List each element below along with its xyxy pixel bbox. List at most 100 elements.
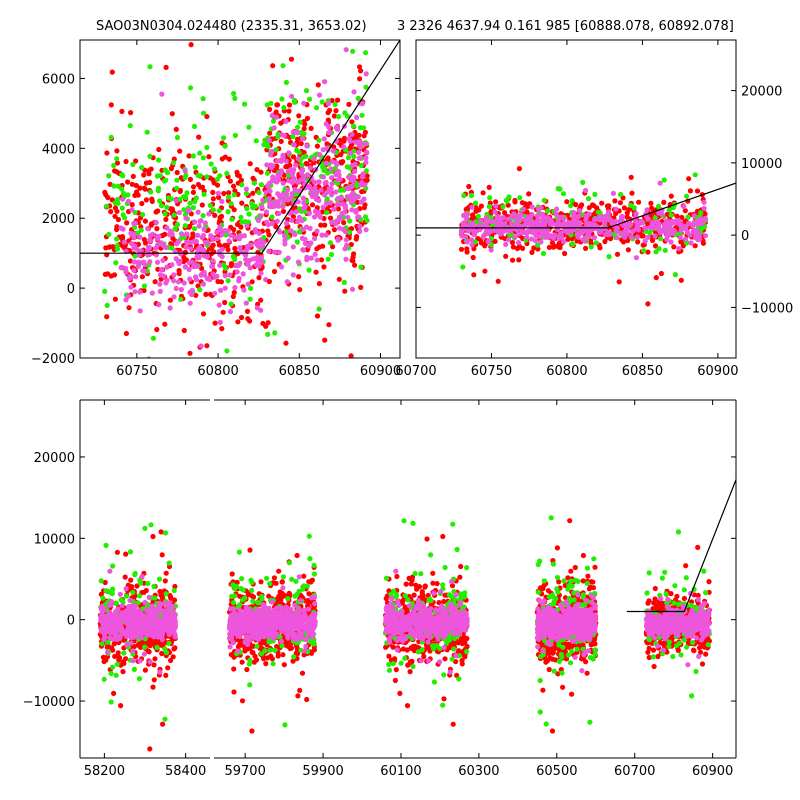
data-point-green bbox=[240, 587, 246, 593]
data-point-magenta bbox=[461, 220, 467, 226]
data-point-magenta bbox=[219, 198, 225, 204]
data-point-red bbox=[314, 143, 320, 149]
data-point-magenta bbox=[245, 261, 251, 267]
data-point-magenta bbox=[147, 259, 153, 265]
data-point-green bbox=[114, 156, 120, 162]
data-point-magenta bbox=[634, 234, 641, 240]
data-point-green bbox=[190, 205, 196, 211]
data-point-green bbox=[290, 134, 296, 140]
data-point-magenta bbox=[269, 599, 275, 605]
data-point-green bbox=[311, 562, 317, 569]
data-point-red bbox=[141, 287, 147, 294]
data-point-magenta bbox=[155, 620, 161, 626]
data-point-green bbox=[222, 143, 228, 149]
data-point-red bbox=[150, 684, 156, 690]
data-point-green bbox=[221, 262, 227, 268]
data-point-green bbox=[108, 670, 114, 677]
data-point-red bbox=[340, 159, 346, 165]
data-point-red bbox=[149, 198, 155, 204]
data-point-magenta bbox=[587, 228, 593, 234]
data-point-magenta bbox=[309, 193, 316, 199]
data-point-magenta bbox=[130, 658, 136, 664]
data-point-magenta bbox=[352, 168, 358, 174]
data-point-magenta bbox=[274, 158, 280, 164]
data-point-green bbox=[286, 560, 292, 566]
data-point-red bbox=[187, 350, 193, 356]
data-point-magenta bbox=[510, 213, 516, 220]
data-point-green bbox=[230, 600, 237, 606]
data-point-green bbox=[362, 214, 369, 220]
data-point-magenta bbox=[621, 234, 627, 240]
data-point-green bbox=[192, 164, 198, 170]
data-point-magenta bbox=[352, 139, 358, 145]
data-point-magenta bbox=[289, 93, 295, 99]
data-point-magenta bbox=[635, 226, 642, 232]
data-point-magenta bbox=[157, 669, 163, 675]
data-point-green bbox=[239, 576, 245, 582]
data-point-magenta bbox=[137, 289, 143, 295]
data-point-red bbox=[133, 182, 139, 189]
data-point-red bbox=[276, 593, 282, 600]
data-point-magenta bbox=[131, 220, 137, 227]
data-point-red bbox=[173, 126, 179, 132]
data-point-magenta bbox=[228, 232, 234, 238]
data-point-green bbox=[249, 579, 255, 586]
data-point-magenta bbox=[485, 239, 491, 245]
data-point-red bbox=[315, 82, 321, 88]
data-point-green bbox=[269, 214, 275, 220]
data-point-magenta bbox=[306, 606, 312, 612]
data-point-green bbox=[144, 129, 150, 135]
data-point-magenta bbox=[214, 229, 220, 235]
data-point-magenta bbox=[175, 238, 181, 245]
data-point-green bbox=[238, 214, 244, 220]
data-point-green bbox=[247, 682, 253, 688]
data-point-red bbox=[123, 656, 129, 662]
data-point-green bbox=[139, 165, 145, 171]
data-point-magenta bbox=[236, 607, 243, 613]
data-point-green bbox=[138, 227, 144, 233]
data-point-green bbox=[243, 190, 250, 197]
data-point-magenta bbox=[255, 217, 261, 223]
data-point-magenta bbox=[583, 217, 589, 223]
data-point-red bbox=[276, 568, 282, 574]
data-point-magenta bbox=[227, 272, 233, 278]
data-point-magenta bbox=[316, 92, 323, 98]
data-point-magenta bbox=[264, 162, 270, 168]
data-point-green bbox=[147, 153, 153, 159]
data-point-magenta bbox=[497, 221, 503, 227]
data-point-red bbox=[335, 97, 341, 103]
data-point-red bbox=[129, 181, 135, 187]
data-point-magenta bbox=[701, 205, 707, 211]
data-point-magenta bbox=[346, 136, 352, 142]
data-point-magenta bbox=[349, 286, 356, 292]
data-point-red bbox=[141, 172, 147, 178]
data-point-magenta bbox=[348, 150, 354, 156]
data-point-magenta bbox=[161, 273, 167, 279]
data-point-red bbox=[123, 551, 129, 557]
data-point-green bbox=[272, 647, 278, 653]
data-point-green bbox=[132, 253, 138, 259]
data-point-red bbox=[114, 549, 120, 555]
data-point-magenta bbox=[283, 118, 289, 124]
data-point-magenta bbox=[256, 243, 262, 250]
data-point-magenta bbox=[461, 212, 467, 219]
data-point-red bbox=[104, 314, 110, 320]
data-point-green bbox=[672, 272, 679, 278]
data-point-green bbox=[162, 530, 169, 536]
data-point-magenta bbox=[177, 258, 183, 264]
data-point-magenta bbox=[506, 237, 512, 243]
data-point-green bbox=[98, 578, 104, 584]
data-point-magenta bbox=[254, 305, 260, 311]
data-point-green bbox=[155, 185, 162, 191]
data-point-red bbox=[126, 305, 132, 311]
data-point-magenta bbox=[328, 166, 334, 172]
data-point-green bbox=[131, 666, 137, 673]
data-point-red bbox=[624, 210, 630, 216]
data-point-red bbox=[516, 166, 523, 172]
data-point-magenta bbox=[306, 210, 312, 216]
data-point-magenta bbox=[502, 228, 508, 234]
data-point-green bbox=[225, 278, 231, 284]
data-point-magenta bbox=[258, 270, 264, 276]
data-point-magenta bbox=[285, 197, 291, 203]
data-point-magenta bbox=[227, 309, 233, 315]
